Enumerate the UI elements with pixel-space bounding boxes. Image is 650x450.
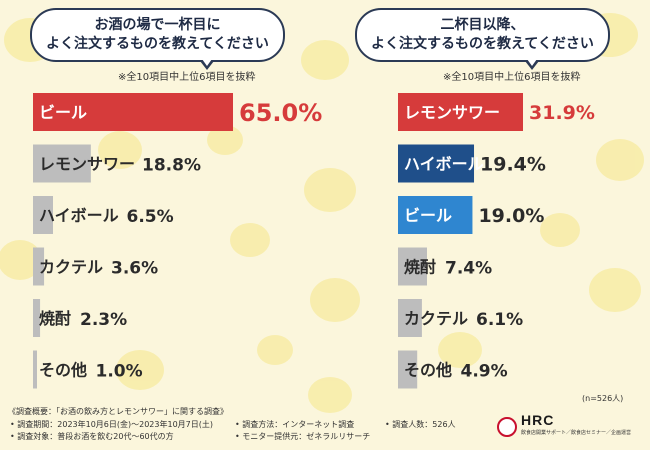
footer-count: • 調査人数：526人: [385, 420, 456, 429]
category-label-first-5: その他: [39, 361, 87, 380]
bar-second-4: [398, 299, 422, 337]
category-label-second-1: ハイボール: [404, 155, 484, 174]
left-question-line2: よく注文するものを教えてください: [46, 36, 269, 52]
right-note: ※全10項目中上位6項目を抜粋: [443, 72, 581, 83]
value-label-first-5: 1.0%: [96, 362, 143, 382]
hrc-logo-icon: [497, 417, 517, 437]
hrc-logo-tagline: 飲食店開業サポート／飲食店セミナー／企画運営: [521, 430, 632, 436]
right-bubble-tail: [525, 59, 539, 70]
right-question-line2: よく注文するものを教えてください: [371, 36, 594, 52]
category-label-second-0: レモンサワー: [404, 103, 500, 122]
category-label-second-3: 焼酎: [404, 258, 436, 277]
bar-second-0: [398, 93, 523, 131]
hrc-logo-text: HRC: [521, 412, 555, 428]
left-bubble-tail: [200, 59, 214, 70]
value-label-first-1: 18.8%: [142, 156, 201, 176]
value-label-second-3: 7.4%: [445, 259, 492, 279]
bar-first-4: [33, 299, 41, 337]
sample-size: (n=526人): [582, 394, 624, 403]
left-question-line1: お酒の場で一杯目に: [94, 17, 221, 33]
value-label-second-2: 19.0%: [478, 205, 544, 227]
bar-first-2: [33, 196, 53, 234]
value-label-first-3: 3.6%: [111, 259, 158, 279]
footer-period: • 調査期間：2023年10月6日(金)～2023年10月7日(土): [10, 420, 214, 429]
bar-first-5: [33, 350, 37, 389]
value-label-second-4: 6.1%: [476, 310, 523, 330]
footer-provider: • モニター提供元：ゼネラルリサーチ: [235, 432, 371, 441]
bar-second-1: [398, 144, 475, 183]
category-label-first-3: カクテル: [39, 258, 103, 277]
category-label-first-0: ビール: [39, 103, 87, 122]
bar-first-1: [33, 144, 91, 183]
footer-title: 《調査概要：「お酒の飲み方とレモンサワー」に関する調査》: [8, 407, 228, 416]
category-label-second-4: カクテル: [404, 309, 468, 328]
bar-second-5: [398, 350, 418, 389]
category-label-first-2: ハイボール: [39, 206, 119, 225]
left-note: ※全10項目中上位6項目を抜粋: [118, 72, 256, 83]
category-label-second-5: その他: [404, 361, 452, 380]
value-label-second-5: 4.9%: [461, 362, 508, 382]
bar-second-2: [398, 196, 473, 234]
footer-target: • 調査対象：普段お酒を飲む20代～60代の方: [10, 432, 174, 441]
value-label-second-0: 31.9%: [529, 102, 595, 124]
footer-method: • 調査方法：インターネット調査: [235, 420, 355, 429]
bar-second-3: [398, 247, 427, 286]
category-label-first-4: 焼酎: [39, 309, 71, 328]
value-label-second-1: 19.4%: [480, 154, 546, 176]
category-label-first-1: レモンサワー: [39, 155, 135, 174]
value-label-first-4: 2.3%: [80, 310, 127, 330]
left-question-bubble: お酒の場で一杯目に よく注文するものを教えてください: [30, 8, 285, 62]
right-question-line1: 二杯目以降、: [440, 17, 525, 33]
value-label-first-0: 65.0%: [239, 99, 322, 127]
bar-first-0: [33, 93, 233, 131]
category-label-second-2: ビール: [404, 206, 452, 225]
right-question-bubble: 二杯目以降、 よく注文するものを教えてください: [355, 8, 610, 62]
bar-first-3: [33, 247, 45, 286]
value-label-first-2: 6.5%: [127, 207, 174, 227]
